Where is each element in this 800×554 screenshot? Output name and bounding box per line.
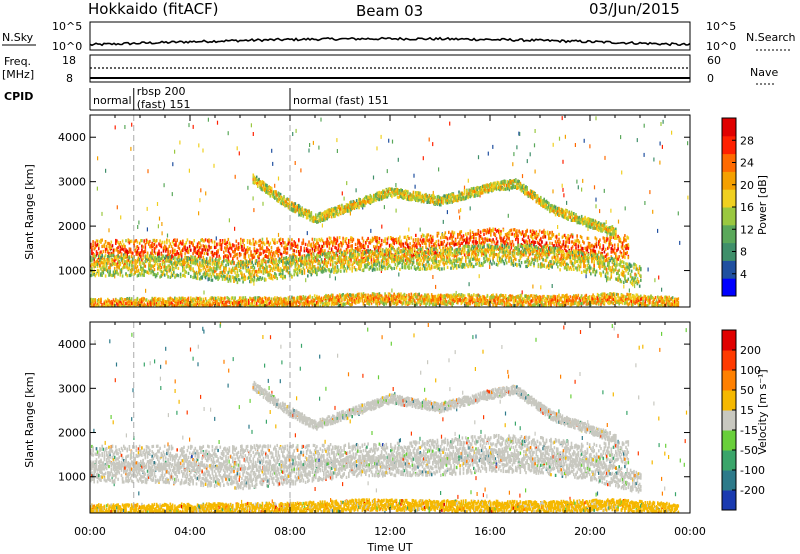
nave-tick-top: 60 [707, 54, 721, 67]
freq-label: Freq. [4, 55, 31, 68]
cpid-segment-label: rbsp 200 [137, 85, 186, 98]
x-tick-label: 00:00 [74, 525, 106, 538]
date-title: 03/Jun/2015 [589, 0, 680, 18]
nsky-tick-bottom: 10^0 [52, 40, 82, 53]
colorbar-tick-label: -100 [740, 464, 765, 477]
colorbar-tick-label: 50 [740, 384, 754, 397]
x-tick-label: 04:00 [174, 525, 206, 538]
colorbar-swatch [722, 171, 736, 190]
velocity-colorbar: 200 100 50 15 -15 -50 -100 -200 [721, 329, 765, 511]
x-tick-label: 12:00 [374, 525, 406, 538]
nave-label: Nave [750, 66, 778, 79]
freq-tick-bottom: 8 [66, 72, 73, 85]
colorbar-tick-label: 16 [740, 201, 754, 214]
nave-tick-bottom: 0 [707, 72, 714, 85]
colorbar-swatch [722, 350, 736, 371]
colorbar-swatch [722, 330, 736, 351]
colorbar-tick-label: -200 [740, 484, 765, 497]
cpid-segment-label: (fast) 151 [137, 98, 191, 111]
colorbar-swatch [722, 430, 736, 451]
colorbar-swatch [722, 410, 736, 431]
colorbar-swatch [722, 189, 736, 208]
y-tick-label: 4000 [58, 131, 86, 144]
colorbar-swatch [722, 153, 736, 172]
y-tick-label: 2000 [58, 220, 86, 233]
colorbar-tick-label: 24 [740, 157, 754, 170]
colorbar-tick-label: 8 [740, 246, 747, 259]
colorbar-swatch [722, 490, 736, 511]
power-panel: 1000 2000 3000 4000 [58, 114, 691, 308]
nsky-label: N.Sky [2, 31, 34, 44]
colorbar-tick-label: 15 [740, 404, 754, 417]
cpid-segment-label: normal [93, 94, 132, 107]
nsearch-label: N.Search [746, 31, 796, 44]
nsky-trace [89, 36, 691, 47]
nsearch-tick-top: 10^5 [706, 20, 736, 33]
y-axis-label-power: Slant Range [km] [23, 164, 36, 260]
colorbar-swatch [722, 390, 736, 411]
y-tick-label: 3000 [58, 382, 86, 395]
radar-title: Hokkaido (fitACF) [88, 0, 219, 18]
colorbar-tick-label: 200 [740, 344, 761, 357]
colorbar-tick-label: -50 [740, 444, 758, 457]
freq-tick-top: 18 [62, 54, 76, 67]
colorbar-tick-label: 12 [740, 223, 754, 236]
x-tick-label: 00:00 [674, 525, 706, 538]
nsky-panel [89, 21, 691, 51]
cpid-label: CPID [4, 90, 33, 103]
x-tick-label: 16:00 [474, 525, 506, 538]
y-tick-label: 4000 [58, 338, 86, 351]
y-tick-label: 3000 [58, 176, 86, 189]
x-axis: 00:00 04:00 08:00 12:00 16:00 20:00 00:00 [74, 525, 706, 538]
colorbar-swatch [722, 370, 736, 391]
colorbar-tick-label: 28 [740, 134, 754, 147]
colorbar-tick-label: 4 [740, 268, 747, 281]
colorbar-swatch [722, 278, 736, 297]
velocity-colorbar-label: Velocity [m s⁻¹] [756, 369, 769, 454]
mhz-label: [MHz] [2, 68, 34, 81]
beam-title: Beam 03 [356, 2, 423, 20]
colorbar-swatch [722, 450, 736, 471]
nsearch-tick-bottom: 10^0 [706, 40, 736, 53]
velocity-panel: 1000 2000 3000 4000 [58, 321, 691, 514]
colorbar-swatch [722, 224, 736, 244]
y-tick-label: 1000 [58, 471, 86, 484]
colorbar-swatch [722, 207, 736, 226]
power-colorbar-label: Power [dB] [756, 175, 769, 235]
x-axis-label: Time UT [366, 541, 412, 554]
colorbar-swatch [722, 118, 736, 137]
colorbar-swatch [722, 242, 736, 261]
colorbar-swatch [722, 470, 736, 491]
cpid-segment-label: normal (fast) 151 [293, 94, 389, 107]
y-tick-label: 2000 [58, 427, 86, 440]
colorbar-tick-label: 20 [740, 179, 754, 192]
colorbar-swatch [722, 135, 736, 155]
x-tick-label: 08:00 [274, 525, 306, 538]
y-axis-label-velocity: Slant Range [km] [23, 372, 36, 468]
data-cells [90, 116, 689, 307]
power-colorbar: 28 24 20 16 12 8 4 [721, 117, 754, 297]
colorbar-tick-label: -15 [740, 424, 758, 437]
y-tick-label: 1000 [58, 265, 86, 278]
nsky-line [89, 36, 691, 47]
x-tick-label: 20:00 [574, 525, 606, 538]
cpid-segments: normal rbsp 200(fast) 151 normal (fast) 15… [89, 85, 389, 111]
colorbar-tick-label: 100 [740, 364, 761, 377]
data-cells [90, 322, 690, 513]
colorbar-swatch [722, 260, 736, 279]
nsky-tick-top: 10^5 [52, 20, 82, 33]
